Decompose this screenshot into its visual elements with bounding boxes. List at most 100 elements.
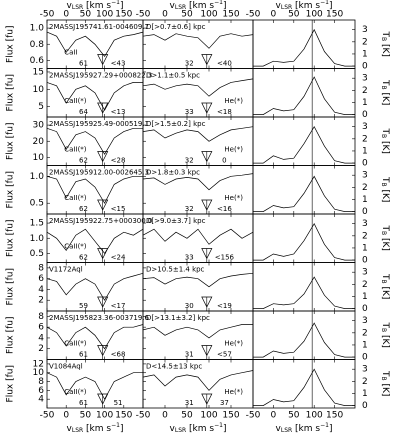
y-tick-label: 3	[362, 171, 368, 181]
x-axis-label: vLSR [km s−1]	[170, 422, 227, 434]
y-tick-label: 8	[38, 263, 44, 273]
x-tick-label: 50	[181, 10, 193, 20]
spectrum-line	[253, 368, 355, 406]
velocity-marker	[97, 151, 109, 163]
value-label: 62	[79, 205, 88, 213]
line-label: He(*)	[224, 340, 243, 348]
label-sub: B	[381, 37, 388, 41]
star-name: 2MASSJ195823.36-003719.6	[49, 314, 150, 322]
value-label: <40	[217, 60, 232, 68]
x-tick-label: 0	[63, 411, 69, 421]
label-part: v	[67, 424, 73, 434]
x-tick-label: 0	[63, 10, 69, 20]
spectrum-line	[253, 276, 355, 309]
y-tick-label: 1.5	[30, 219, 44, 229]
star-name: 2MASSJ195922.75+000300.0	[49, 217, 152, 225]
value-label: <57	[217, 351, 232, 359]
x-tick-label: 100	[96, 10, 113, 20]
x-tick-label: -50	[246, 10, 261, 20]
panel-frame	[252, 213, 356, 263]
label-part: [K]	[381, 187, 391, 203]
velocity-marker	[97, 393, 109, 405]
spectrum-line	[142, 370, 254, 391]
panel-frame	[252, 116, 356, 166]
y-tick-label: 2	[362, 280, 368, 290]
value-label: <15	[111, 205, 126, 213]
velocity-marker	[97, 199, 109, 211]
label-sup: −1	[214, 0, 223, 6]
spectrum-line	[46, 228, 144, 255]
y-tick-label: 3	[362, 268, 368, 278]
y-tick-label: 1	[362, 195, 368, 205]
y-axis-label: Flux [fu]	[6, 171, 16, 208]
velocity-marker	[201, 296, 213, 308]
panel-frame	[252, 310, 356, 360]
x-tick-label: 50	[288, 411, 300, 421]
value-label: 32	[185, 157, 194, 165]
value-label: <156	[215, 254, 235, 262]
label-part: [K]	[381, 41, 391, 57]
spectrum-line	[253, 28, 355, 67]
label-part: [K]	[381, 138, 391, 154]
y-tick-label: 3	[362, 122, 368, 132]
y-tick-label: 0.6	[30, 56, 45, 66]
spectrum-line	[142, 324, 253, 339]
y-tick-label: 1	[362, 243, 368, 253]
spectrum-line	[46, 324, 144, 350]
velocity-marker	[97, 296, 109, 308]
label-sup: −1	[111, 0, 120, 6]
y-axis-label: TB [K]	[381, 322, 391, 348]
y-tick-label: 0	[362, 159, 368, 169]
label-sub: LSR	[281, 4, 292, 11]
x-tick-label: 150	[222, 411, 239, 421]
label-part: ]	[120, 1, 124, 11]
value-label: 62	[79, 254, 88, 262]
label-part: T	[381, 322, 391, 329]
spectrum-line	[142, 272, 254, 288]
value-label: 33	[185, 108, 194, 116]
y-tick-label: 5	[38, 102, 44, 112]
x-tick-label: 150	[115, 411, 132, 421]
y-axis-label: TB [K]	[381, 128, 391, 154]
velocity-marker	[97, 345, 109, 357]
label-sub: LSR	[175, 427, 186, 434]
spectrum-line	[253, 76, 355, 115]
label-part: T	[381, 225, 391, 232]
spectrum-line	[253, 125, 355, 164]
y-axis-label: TB [K]	[381, 370, 391, 396]
line-label: CaII(*)	[64, 97, 87, 105]
label-sup: −1	[214, 422, 223, 429]
value-label: 32	[185, 205, 194, 213]
panel-frame	[252, 359, 356, 409]
spectrum-line	[142, 173, 254, 191]
x-tick-label: 50	[80, 411, 92, 421]
y-tick-label: 0	[362, 353, 368, 363]
spectrum-line	[253, 322, 355, 358]
x-tick-label: -50	[40, 10, 55, 20]
distance: D[>0.7±0.6] kpc	[146, 23, 206, 31]
value-label: <18	[217, 108, 232, 116]
panel-frame	[252, 262, 356, 312]
x-axis-label: vLSR [km s−1]	[67, 0, 124, 11]
y-tick-label: 2	[362, 377, 368, 387]
x-tick-label: 50	[181, 411, 193, 421]
value-label: 37	[220, 399, 229, 407]
label-part: T	[381, 176, 391, 183]
distance: D>1.8±0.3 kpc	[146, 169, 200, 177]
y-tick-label: 2	[38, 344, 44, 354]
label-part: T	[381, 273, 391, 280]
label-part: [km s	[292, 1, 320, 11]
y-axis-label: Flux [fu]	[6, 365, 16, 402]
label-part: v	[276, 1, 282, 11]
value-label: 32	[185, 60, 194, 68]
distance: D[>13.1±3.2] kpc	[146, 314, 210, 322]
y-tick-label: 0.8	[30, 40, 45, 50]
distance: D[>9.0±3.7] kpc	[146, 217, 206, 225]
y-axis-label: TB [K]	[381, 79, 391, 105]
spectrum-line	[46, 127, 143, 155]
line-label: CaII	[64, 49, 77, 57]
y-tick-label: 2	[362, 328, 368, 338]
x-tick-label: 150	[115, 10, 132, 20]
y-tick-label: 20	[33, 137, 45, 147]
x-tick-label: -50	[136, 10, 151, 20]
